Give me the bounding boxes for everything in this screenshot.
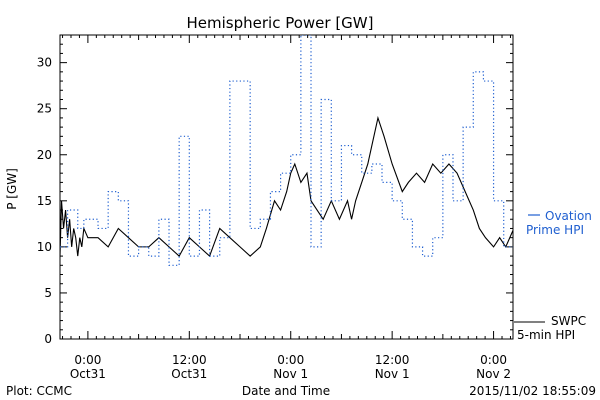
chart-title: Hemispheric Power [GW] bbox=[187, 14, 374, 32]
y-tick-label: 20 bbox=[37, 148, 52, 162]
x-tick-label-time: 0:00 bbox=[277, 353, 304, 367]
series-line-ovation-prime-hpi bbox=[60, 35, 513, 266]
x-tick-label-time: 0:00 bbox=[480, 353, 507, 367]
x-tick-label-time: 12:00 bbox=[375, 353, 410, 367]
series-layer bbox=[60, 35, 513, 266]
x-tick-label-date: Nov 2 bbox=[476, 367, 511, 381]
y-tick-label: 10 bbox=[37, 240, 52, 254]
legend-ovation-line2: Prime HPI bbox=[526, 223, 584, 237]
footer-right: 2015/11/02 18:55:09 bbox=[469, 384, 596, 398]
y-tick-label: 0 bbox=[44, 332, 52, 346]
series-line-swpc-5min-hpi bbox=[60, 115, 513, 258]
legend-swpc-line2: 5-min HPI bbox=[517, 328, 575, 342]
x-axis-label: Date and Time bbox=[242, 384, 330, 398]
x-tick-label-time: 12:00 bbox=[172, 353, 207, 367]
y-tick-label: 25 bbox=[37, 102, 52, 116]
plot-area-frame bbox=[59, 34, 514, 340]
x-tick-label-date: Oct31 bbox=[70, 367, 106, 381]
y-axis-ticks: 0 5 10 15 20 25 30 bbox=[37, 34, 513, 346]
legend-ovation-line1: Ovation bbox=[545, 209, 592, 223]
y-tick-label: 15 bbox=[37, 194, 52, 208]
legend-ovation: Ovation Prime HPI bbox=[526, 209, 592, 237]
y-tick-label: 5 bbox=[44, 286, 52, 300]
y-axis-label: P [GW] bbox=[5, 168, 19, 210]
legend-swpc: SWPC 5-min HPI bbox=[514, 314, 586, 342]
x-tick-label-date: Nov 1 bbox=[375, 367, 410, 381]
x-tick-label-date: Nov 1 bbox=[273, 367, 308, 381]
legend-swpc-line1: SWPC bbox=[551, 314, 586, 328]
x-tick-label-date: Oct31 bbox=[171, 367, 207, 381]
y-tick-label: 30 bbox=[37, 56, 52, 70]
footer-left: Plot: CCMC bbox=[6, 384, 72, 398]
x-tick-label-time: 0:00 bbox=[74, 353, 101, 367]
